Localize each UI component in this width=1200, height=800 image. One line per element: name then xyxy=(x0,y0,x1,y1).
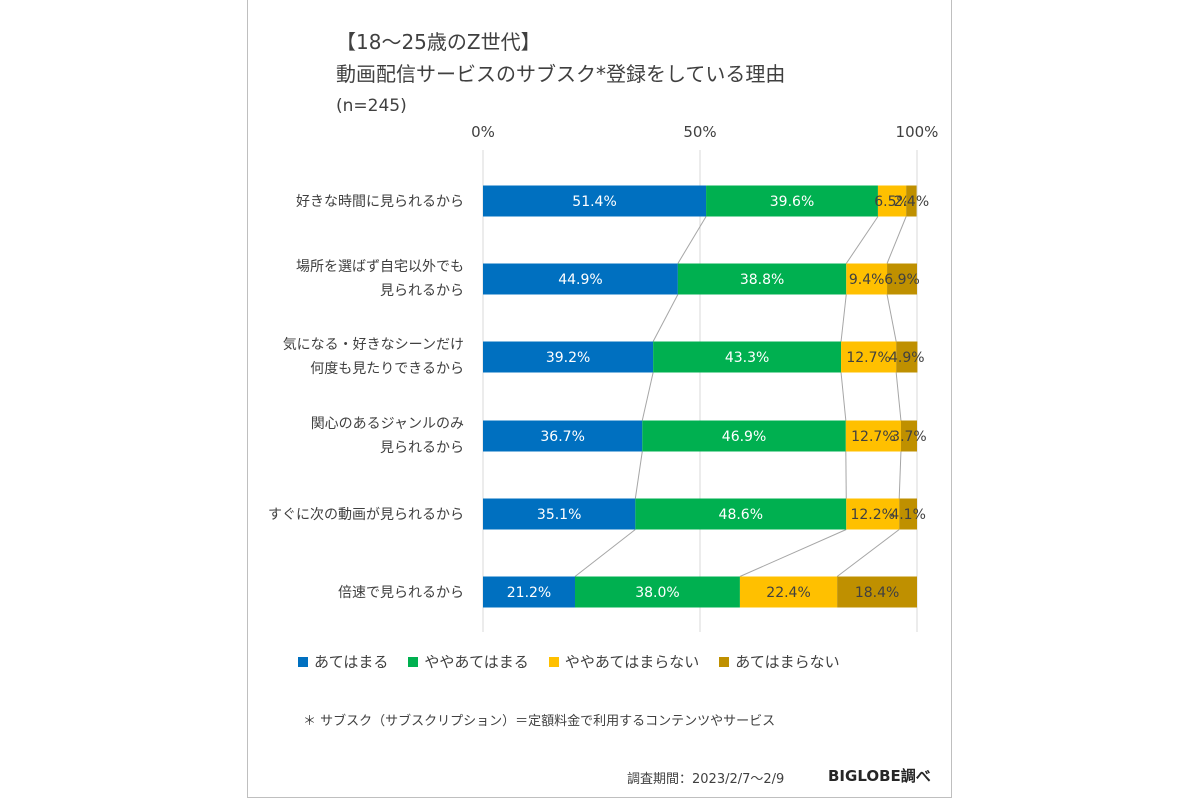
legend-swatch xyxy=(719,656,730,667)
bar-segment xyxy=(483,263,678,295)
data-label: 12.2% xyxy=(850,507,894,523)
data-label: 46.9% xyxy=(722,429,766,445)
bar-segment xyxy=(483,576,576,608)
x-tick-label: 50% xyxy=(683,123,716,141)
bar-segment xyxy=(739,576,838,608)
legend-swatch xyxy=(408,656,419,667)
data-label: 48.6% xyxy=(719,507,763,523)
data-label: 22.4% xyxy=(766,585,810,601)
series-connector-line xyxy=(652,294,679,342)
category-label: 関心のあるジャンルのみ xyxy=(311,416,464,432)
brand-credit: BIGLOBE調べ xyxy=(828,767,931,785)
legend-swatch xyxy=(298,656,308,667)
data-label: 6.5% xyxy=(874,194,910,210)
category-label: 倍速で見られるから xyxy=(338,585,464,601)
legend-item: ややあてはまらない xyxy=(548,651,700,672)
category-label: すぐに次の動画が見られるから xyxy=(268,507,464,523)
bar-segment xyxy=(483,341,654,373)
category-label: 何度も見たりできるから xyxy=(310,361,464,377)
bar-segment xyxy=(837,576,917,608)
legend-swatch xyxy=(548,656,559,667)
survey-period: 調査期間：2023/2/7〜2/9 xyxy=(627,772,785,787)
data-label: 9.4% xyxy=(849,272,885,288)
bar-segment xyxy=(841,341,897,373)
category-label: 好きな時間に見られるから xyxy=(296,194,464,210)
legend-item: ややあてはまる xyxy=(408,651,529,672)
bar-segment xyxy=(483,420,643,452)
data-label: 38.8% xyxy=(740,272,784,288)
category-label: 気になる・好きなシーンだけ xyxy=(283,337,464,353)
data-label: 18.4% xyxy=(855,585,899,601)
chart-title-line2: 動画配信サービスのサブスク*登録をしている理由 xyxy=(336,62,786,86)
bar-segment xyxy=(483,498,636,530)
bar-segment xyxy=(653,341,842,373)
bar-segment xyxy=(900,420,917,452)
bar-segment xyxy=(846,498,900,530)
data-label: 4.9% xyxy=(889,350,925,366)
series-connector-line xyxy=(641,372,654,421)
series-connector-line xyxy=(677,216,707,264)
data-label: 39.2% xyxy=(546,350,590,366)
series-connector-line xyxy=(886,216,907,264)
series-connector-line xyxy=(634,451,643,499)
x-tick-label: 0% xyxy=(471,123,495,141)
series-connector-line xyxy=(836,529,900,577)
series-connector-line xyxy=(886,294,897,342)
bar-segment xyxy=(635,498,847,530)
series-connector-line xyxy=(840,372,847,421)
legend-label: あてはまる xyxy=(314,653,389,671)
series-connector-line xyxy=(898,451,902,499)
x-tick-label: 100% xyxy=(896,123,939,141)
legend: あてはまる ややあてはまる ややあてはまらない あてはまらない xyxy=(298,651,840,672)
bar-segment xyxy=(575,576,740,608)
bar-segment xyxy=(846,263,888,295)
legend-item: あてはまらない xyxy=(719,651,840,672)
data-label: 36.7% xyxy=(540,429,584,445)
bar-segment xyxy=(483,185,707,217)
bar-segment xyxy=(706,185,878,217)
data-label: 3.7% xyxy=(891,429,927,445)
data-label: 38.0% xyxy=(635,585,679,601)
data-label: 6.9% xyxy=(884,272,920,288)
data-label: 2.4% xyxy=(894,194,930,210)
bar-segment xyxy=(877,185,907,217)
legend-label: ややあてはまらない xyxy=(564,653,700,671)
bar-segment xyxy=(677,263,847,295)
legend-item: あてはまる xyxy=(298,651,388,672)
category-label: 見られるから xyxy=(380,440,464,456)
bar-segment xyxy=(896,341,918,373)
series-connector-line xyxy=(739,529,847,577)
data-label: 12.7% xyxy=(851,429,895,445)
category-label: 見られるから xyxy=(380,283,464,299)
series-connector-line xyxy=(574,529,636,577)
series-connector-line xyxy=(840,294,847,342)
data-label: 35.1% xyxy=(537,507,581,523)
chart-title-line1: 【18〜25歳のZ世代】 xyxy=(336,30,541,54)
footnote: ＊ サブスク（サブスクリプション）＝定額料金で利用するコンテンツやサービス xyxy=(303,714,776,729)
data-label: 44.9% xyxy=(558,272,602,288)
bar-segment xyxy=(845,420,901,452)
legend-label: ややあてはまる xyxy=(424,653,529,671)
data-label: 43.3% xyxy=(725,350,769,366)
sample-size: (n=245) xyxy=(336,96,407,116)
bar-segment xyxy=(906,185,917,217)
bar-segment xyxy=(899,498,917,530)
category-label: 場所を選ばず自宅以外でも xyxy=(296,259,464,275)
bar-segment xyxy=(642,420,846,452)
series-connector-line xyxy=(845,216,879,264)
series-connector-line xyxy=(895,372,902,421)
legend-label: あてはまらない xyxy=(735,653,840,671)
data-label: 21.2% xyxy=(507,585,551,601)
data-label: 12.7% xyxy=(846,350,890,366)
bar-segment xyxy=(887,263,917,295)
data-label: 39.6% xyxy=(770,194,814,210)
chart-frame xyxy=(247,0,952,798)
data-label: 51.4% xyxy=(572,194,616,210)
data-label: 4.1% xyxy=(890,507,926,523)
